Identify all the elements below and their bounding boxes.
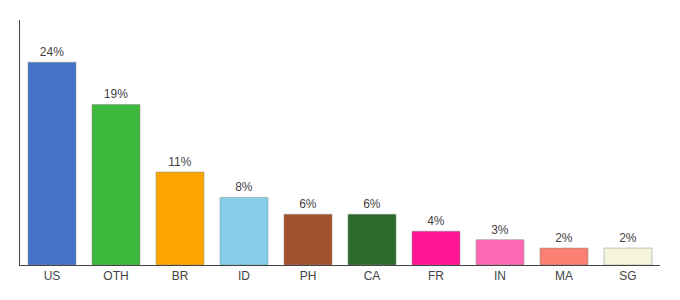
svg-text:PH: PH bbox=[300, 269, 317, 283]
svg-text:CA: CA bbox=[364, 269, 381, 283]
svg-text:19%: 19% bbox=[104, 87, 128, 101]
svg-text:6%: 6% bbox=[363, 197, 381, 211]
svg-text:ID: ID bbox=[238, 269, 250, 283]
svg-text:2%: 2% bbox=[619, 231, 637, 245]
svg-text:MA: MA bbox=[555, 269, 573, 283]
svg-text:BR: BR bbox=[172, 269, 189, 283]
svg-text:IN: IN bbox=[494, 269, 506, 283]
svg-text:FR: FR bbox=[428, 269, 444, 283]
svg-text:11%: 11% bbox=[168, 155, 191, 169]
svg-text:3%: 3% bbox=[491, 223, 509, 237]
svg-text:4%: 4% bbox=[427, 214, 445, 228]
svg-text:US: US bbox=[44, 269, 61, 283]
svg-text:8%: 8% bbox=[235, 180, 253, 194]
svg-text:2%: 2% bbox=[555, 231, 573, 245]
svg-text:24%: 24% bbox=[40, 45, 64, 59]
svg-text:SG: SG bbox=[619, 269, 636, 283]
svg-text:OTH: OTH bbox=[103, 269, 128, 283]
svg-text:6%: 6% bbox=[299, 197, 317, 211]
